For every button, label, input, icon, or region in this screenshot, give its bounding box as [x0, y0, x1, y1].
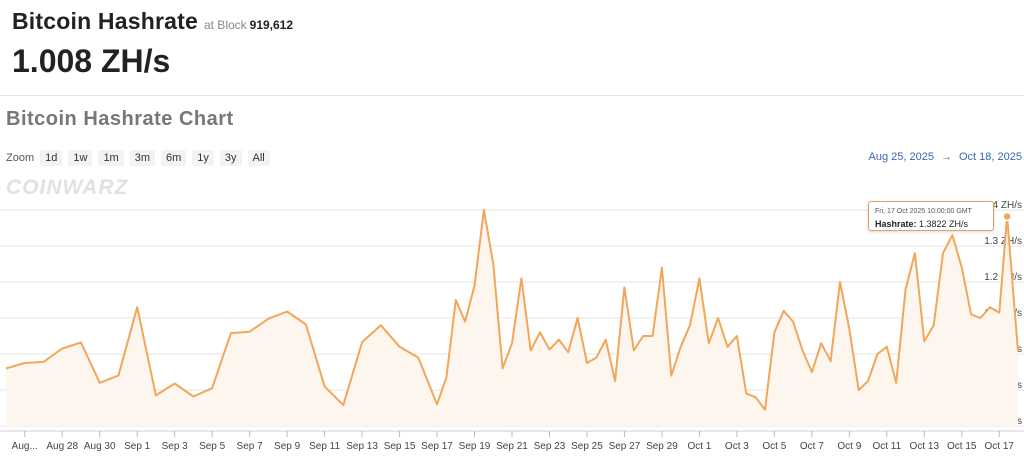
zoom-button-3y[interactable]: 3y [219, 150, 242, 166]
tooltip-value-row: Hashrate: 1.3822 ZH/s [875, 218, 987, 230]
x-tick-label: Sep 19 [459, 441, 491, 452]
x-tick-label: Sep 13 [346, 441, 378, 452]
x-tick-label: Oct 5 [762, 441, 786, 452]
page-title: Bitcoin Hashrate [12, 8, 198, 34]
block-number: 919,612 [249, 18, 294, 32]
highlight-point [1002, 211, 1012, 222]
x-tick-label: Oct 1 [687, 441, 711, 452]
x-tick-label: Oct 15 [947, 441, 977, 452]
chart-title: Bitcoin Hashrate Chart [6, 108, 234, 130]
zoom-label: Zoom [6, 152, 35, 164]
x-tick-label: Sep 27 [609, 441, 641, 452]
x-tick-label: Oct 3 [725, 441, 749, 452]
series-line [5, 209, 1019, 411]
zoom-button-1y[interactable]: 1y [192, 150, 214, 166]
y-tick-label: 1.3 ZH/s [984, 236, 1022, 247]
coinwarz-watermark: COINWARZ [6, 176, 129, 199]
title-row: Bitcoin Hashrate at Block 919,612 [12, 8, 293, 35]
date-range: Aug 25, 2025 → Oct 18, 2025 [869, 151, 1022, 163]
x-tick-label: Aug... [12, 441, 38, 452]
x-tick-label: Sep 1 [124, 441, 151, 452]
x-tick-label: Oct 11 [872, 441, 901, 452]
tooltip-date: Fri, 17 Oct 2025 10:00:00 GMT [875, 208, 972, 215]
y-tick-label: 1.4 ZH/s [984, 200, 1022, 211]
x-tick-label: Sep 29 [646, 441, 678, 452]
zoom-controls: Zoom 1d 1w 1m 3m 6m 1y 3y All [6, 150, 276, 166]
current-hashrate: 1.008 ZH/s [12, 43, 171, 79]
at-block-label: at Block [203, 18, 247, 32]
tooltip-value: 1.3822 ZH/s [919, 219, 969, 229]
zoom-button-6m[interactable]: 6m [161, 150, 187, 166]
chart-tooltip: Fri, 17 Oct 2025 10:00:00 GMT Hashrate: … [868, 201, 994, 231]
range-to[interactable]: Oct 18, 2025 [959, 151, 1022, 163]
x-tick-label: Aug 28 [46, 441, 78, 452]
x-tick-label: Sep 15 [384, 441, 416, 452]
x-tick-label: Oct 9 [837, 441, 861, 452]
header-divider [0, 95, 1024, 96]
range-arrow-icon: → [941, 151, 952, 163]
x-tick-label: Sep 5 [199, 441, 226, 452]
tooltip-label: Hashrate: [875, 219, 917, 229]
zoom-button-all[interactable]: All [247, 150, 270, 166]
zoom-button-1d[interactable]: 1d [40, 150, 63, 166]
zoom-button-3m[interactable]: 3m [129, 150, 155, 166]
x-tick-label: Aug 30 [84, 441, 116, 452]
x-tick-label: Sep 25 [571, 441, 603, 452]
page-header: Bitcoin Hashrate at Block 919,612 1.008 … [12, 8, 293, 80]
x-tick-label: Sep 7 [237, 441, 264, 452]
x-tick-label: Sep 3 [162, 441, 189, 452]
zoom-button-1w[interactable]: 1w [68, 150, 93, 166]
x-tick-label: Sep 21 [496, 441, 528, 452]
range-from[interactable]: Aug 25, 2025 [868, 151, 934, 163]
x-tick-label: Sep 9 [274, 441, 301, 452]
x-tick-label: Oct 17 [985, 441, 1015, 452]
x-tick-label: Oct 13 [910, 441, 940, 452]
x-tick-label: Sep 23 [534, 441, 566, 452]
x-tick-label: Oct 7 [800, 441, 824, 452]
series-area [6, 210, 1018, 426]
x-tick-label: Sep 17 [421, 441, 453, 452]
x-tick-label: Sep 11 [309, 441, 340, 452]
zoom-button-1m[interactable]: 1m [98, 150, 124, 166]
